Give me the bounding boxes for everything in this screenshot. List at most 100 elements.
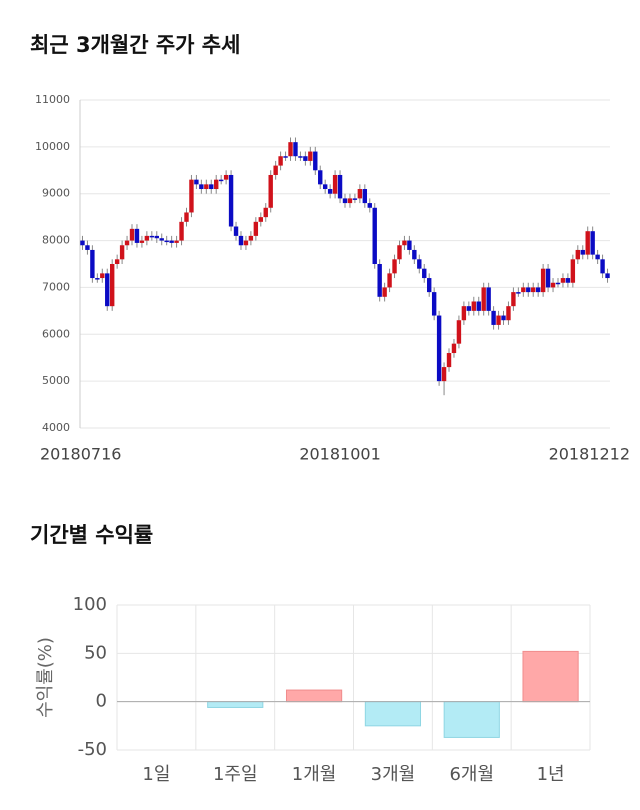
candle-body bbox=[570, 259, 576, 283]
y-tick-label: 7000 bbox=[42, 280, 70, 293]
y-axis-title: 수익률(%) bbox=[35, 637, 56, 718]
candle-body bbox=[273, 165, 278, 175]
candle-body bbox=[159, 238, 164, 241]
candle-body bbox=[560, 278, 566, 283]
candle-body bbox=[486, 287, 491, 311]
bar bbox=[207, 701, 264, 708]
candle-body bbox=[263, 207, 268, 218]
candle-body bbox=[204, 184, 209, 190]
candle-body bbox=[535, 287, 541, 293]
candle-body bbox=[565, 278, 571, 283]
candle-body bbox=[545, 268, 551, 288]
candle-body bbox=[119, 245, 125, 260]
candle-body bbox=[318, 170, 323, 185]
candle-body bbox=[80, 240, 85, 246]
bar bbox=[443, 701, 500, 738]
chart-title: 최근 3개월간 주가 추세 bbox=[30, 33, 240, 57]
candle-body bbox=[342, 198, 348, 204]
candle-body bbox=[352, 198, 358, 200]
candle-body bbox=[164, 240, 169, 243]
candle-body bbox=[590, 231, 595, 255]
candle-body bbox=[412, 249, 417, 260]
candle-body bbox=[209, 184, 214, 190]
candle-body bbox=[149, 235, 155, 238]
y-tick-label: 8000 bbox=[42, 234, 70, 247]
candle-body bbox=[501, 315, 506, 321]
candle-body bbox=[357, 189, 363, 199]
candle-body bbox=[387, 273, 392, 288]
candle-body bbox=[238, 235, 244, 246]
y-tick-label: -50 bbox=[78, 739, 107, 760]
candle-body bbox=[491, 310, 496, 325]
candle-body bbox=[372, 207, 377, 264]
candle-body bbox=[600, 259, 605, 274]
y-tick-label: 5000 bbox=[42, 374, 70, 387]
candle-body bbox=[253, 221, 259, 236]
candle-body bbox=[288, 142, 293, 157]
candle-body bbox=[476, 301, 481, 311]
candle-body bbox=[540, 268, 546, 293]
candle-body bbox=[496, 315, 501, 325]
candle-body bbox=[580, 249, 585, 255]
candle-body bbox=[303, 156, 308, 161]
candle-body bbox=[114, 259, 120, 264]
candle-body bbox=[605, 273, 610, 279]
chart-title: 기간별 수익률 bbox=[30, 523, 153, 547]
y-tick-label: 9000 bbox=[42, 187, 70, 200]
y-tick-label: 10000 bbox=[35, 140, 70, 153]
candle-body bbox=[154, 235, 159, 239]
candle-body bbox=[105, 273, 110, 307]
y-tick-label: 50 bbox=[84, 642, 107, 663]
candle-body bbox=[511, 292, 516, 307]
candle-body bbox=[407, 240, 412, 250]
candle-body bbox=[268, 174, 273, 208]
candle-body bbox=[223, 174, 229, 180]
candle-body bbox=[367, 203, 372, 208]
candle-body bbox=[481, 287, 486, 311]
candle-body bbox=[531, 287, 536, 293]
candle-body bbox=[516, 292, 521, 294]
candle-body bbox=[298, 156, 303, 158]
candle-body bbox=[332, 174, 338, 194]
y-tick-label: 6000 bbox=[42, 327, 70, 340]
bar bbox=[285, 689, 343, 703]
candle-body bbox=[134, 228, 140, 243]
candle-body bbox=[585, 231, 590, 255]
candle-body bbox=[347, 198, 353, 204]
candle-body bbox=[431, 292, 437, 316]
candle-body bbox=[194, 179, 199, 185]
candle-body bbox=[214, 179, 219, 190]
candle-body bbox=[124, 240, 130, 246]
candle-body bbox=[377, 264, 382, 297]
x-tick-label: 20181001 bbox=[299, 445, 380, 464]
candle-body bbox=[228, 174, 234, 227]
candle-body bbox=[90, 249, 95, 279]
candle-body bbox=[313, 151, 318, 171]
candle-body bbox=[506, 306, 511, 321]
candle-body bbox=[461, 306, 467, 321]
candle-body bbox=[100, 273, 105, 279]
candle-body bbox=[441, 367, 447, 382]
candle-body bbox=[446, 353, 452, 368]
candle-body bbox=[382, 287, 387, 297]
candle-body bbox=[139, 240, 145, 243]
candle-body bbox=[179, 221, 184, 241]
candle-body bbox=[189, 179, 194, 213]
candle-body bbox=[248, 235, 254, 241]
candle-body bbox=[258, 217, 263, 222]
candle-body bbox=[337, 174, 343, 199]
candle-body bbox=[456, 320, 462, 344]
candle-body bbox=[85, 245, 90, 250]
candle-body bbox=[283, 156, 288, 158]
candle-body bbox=[575, 249, 581, 260]
candle-body bbox=[550, 282, 556, 288]
candle-body bbox=[199, 184, 204, 190]
candle-body bbox=[184, 212, 189, 222]
candle-body bbox=[362, 189, 368, 204]
candle-body bbox=[471, 301, 476, 311]
candle-body bbox=[327, 189, 333, 194]
candle-body bbox=[451, 343, 457, 354]
candle-body bbox=[95, 278, 100, 280]
